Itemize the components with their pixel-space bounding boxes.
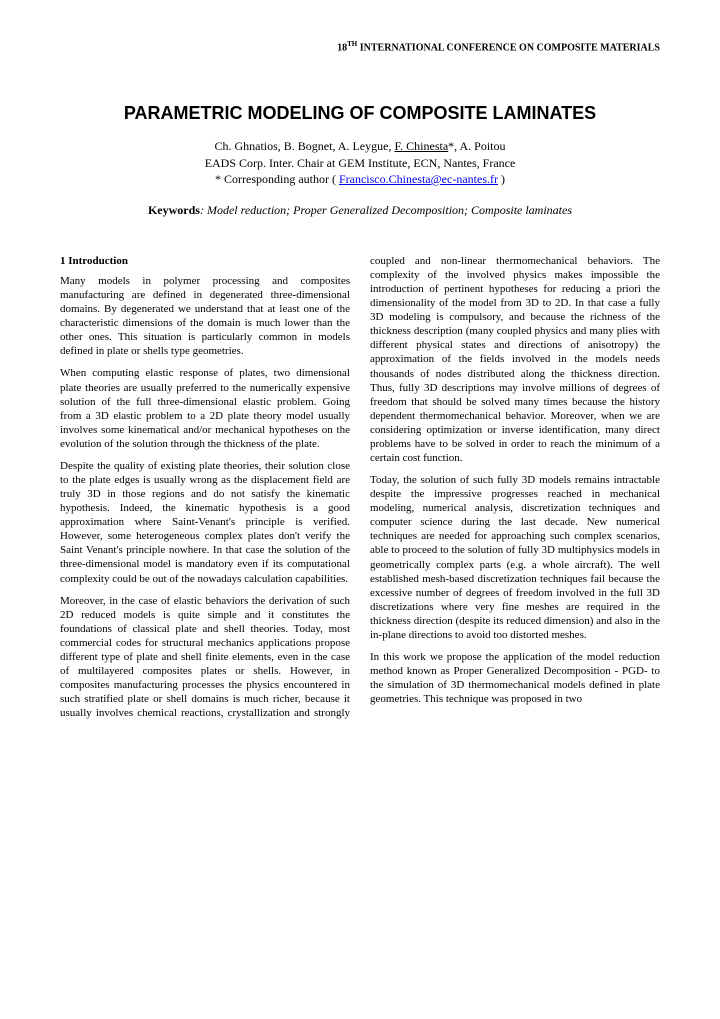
corr-post: ) xyxy=(498,172,505,186)
section-heading: 1 Introduction xyxy=(60,254,350,268)
keywords-label: Keywords xyxy=(148,203,200,217)
conference-header: 18TH INTERNATIONAL CONFERENCE ON COMPOSI… xyxy=(60,40,660,53)
authors-block: Ch. Ghnatios, B. Bognet, A. Leygue, F. C… xyxy=(60,138,660,187)
conf-post: INTERNATIONAL CONFERENCE ON COMPOSITE MA… xyxy=(357,42,660,53)
presenting-author: F. Chinesta xyxy=(394,139,448,153)
paragraph: Today, the solution of such fully 3D mod… xyxy=(370,473,660,642)
body-columns: 1 Introduction Many models in polymer pr… xyxy=(60,254,660,720)
paragraph: Despite the quality of existing plate th… xyxy=(60,459,350,586)
conf-sup: TH xyxy=(347,40,357,48)
corresponding-line: * Corresponding author ( Francisco.Chine… xyxy=(60,171,660,187)
paragraph: Many models in polymer processing and co… xyxy=(60,274,350,358)
keywords-text: : Model reduction; Proper Generalized De… xyxy=(200,203,572,217)
keywords-block: Keywords: Model reduction; Proper Genera… xyxy=(60,203,660,218)
corr-pre: * Corresponding author ( xyxy=(215,172,339,186)
authors-post: *, A. Poitou xyxy=(448,139,505,153)
paragraph: In this work we propose the application … xyxy=(370,650,660,706)
conf-pre: 18 xyxy=(337,42,347,53)
authors-pre: Ch. Ghnatios, B. Bognet, A. Leygue, xyxy=(214,139,394,153)
paper-title: PARAMETRIC MODELING OF COMPOSITE LAMINAT… xyxy=(60,103,660,124)
paragraph: When computing elastic response of plate… xyxy=(60,366,350,450)
authors-line: Ch. Ghnatios, B. Bognet, A. Leygue, F. C… xyxy=(60,138,660,154)
email-link[interactable]: Francisco.Chinesta@ec-nantes.fr xyxy=(339,172,498,186)
affiliation-line: EADS Corp. Inter. Chair at GEM Institute… xyxy=(60,155,660,171)
